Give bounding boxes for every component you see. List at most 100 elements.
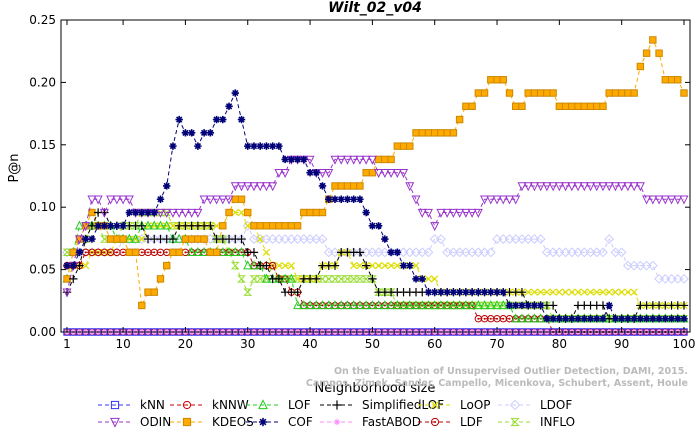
data-point	[517, 287, 527, 297]
data-point	[280, 273, 290, 283]
data-point	[255, 182, 265, 192]
legend-label: LOF	[288, 398, 311, 412]
y-tick-label: 0.00	[29, 325, 56, 339]
data-point	[423, 208, 433, 218]
data-point	[312, 168, 320, 177]
data-point	[462, 102, 470, 111]
data-point	[493, 288, 501, 296]
data-point	[94, 222, 102, 230]
data-point	[392, 300, 402, 310]
data-point	[255, 275, 265, 283]
data-point	[237, 115, 246, 124]
data-point	[655, 315, 663, 323]
data-point	[498, 195, 508, 205]
x-tick-label: 90	[614, 337, 629, 351]
data-point	[568, 315, 576, 323]
data-point	[599, 102, 607, 111]
data-point	[231, 89, 239, 97]
data-point	[268, 222, 277, 230]
data-point	[387, 261, 395, 270]
data-point	[549, 89, 557, 97]
data-point	[586, 102, 595, 111]
data-point	[342, 155, 352, 165]
data-point	[387, 248, 395, 257]
data-point	[660, 195, 670, 205]
data-point	[274, 274, 284, 284]
legend-marker	[332, 400, 342, 410]
data-point	[224, 195, 234, 205]
data-point	[431, 129, 439, 137]
data-point	[424, 129, 433, 137]
series-line	[66, 212, 684, 306]
data-point	[306, 208, 314, 217]
data-point	[392, 168, 402, 179]
data-point	[244, 222, 252, 230]
legend-item: KDEOS	[170, 415, 254, 429]
data-point	[112, 195, 122, 205]
legend-item: COF	[246, 415, 313, 429]
data-point	[667, 76, 676, 84]
data-point	[442, 300, 452, 310]
data-point	[119, 222, 127, 230]
data-point	[512, 102, 520, 111]
data-point	[143, 220, 153, 230]
data-point	[674, 76, 682, 84]
data-point	[225, 102, 233, 111]
data-point	[349, 182, 358, 190]
legend-item: kNNW	[170, 398, 249, 412]
data-point	[549, 315, 557, 323]
data-point	[237, 234, 246, 244]
data-point	[293, 300, 303, 310]
series-kdeos	[63, 36, 688, 310]
data-point	[336, 275, 346, 283]
legend-marker	[258, 399, 268, 410]
x-tick-label: 50	[365, 337, 380, 351]
legend-item: kNN	[98, 398, 165, 412]
data-point	[175, 115, 183, 124]
legend-label: kNN	[140, 398, 165, 412]
series-line	[66, 158, 684, 293]
data-point	[617, 89, 626, 97]
data-point	[530, 89, 539, 97]
data-point	[661, 76, 670, 84]
data-point	[573, 182, 583, 192]
data-point	[318, 168, 328, 179]
data-point	[486, 195, 496, 205]
data-point	[679, 195, 689, 205]
legend-label: LDOF	[540, 398, 572, 412]
data-point	[499, 76, 507, 84]
data-point	[604, 234, 615, 244]
data-point	[194, 142, 202, 150]
data-point	[487, 76, 495, 84]
data-point	[187, 235, 196, 243]
data-point	[281, 155, 289, 164]
legend-label: kNNW	[212, 398, 249, 412]
data-point	[443, 129, 451, 137]
data-point	[275, 222, 283, 230]
data-point	[312, 208, 320, 217]
legend-marker	[110, 417, 120, 428]
y-tick-label: 0.25	[29, 13, 56, 27]
data-point	[349, 155, 359, 165]
data-point	[386, 300, 396, 310]
data-point	[62, 288, 72, 298]
data-point	[287, 222, 296, 230]
data-point	[555, 315, 564, 323]
data-point	[443, 288, 451, 296]
data-point	[219, 115, 227, 124]
data-point	[230, 182, 240, 192]
data-point	[561, 315, 570, 323]
data-point	[417, 300, 427, 310]
data-point	[630, 315, 638, 323]
x-tick-label: 20	[178, 337, 193, 351]
data-point	[462, 288, 470, 296]
data-point	[655, 49, 663, 57]
data-point	[555, 288, 563, 296]
data-point	[243, 260, 253, 270]
data-point	[523, 182, 533, 192]
data-point	[649, 315, 657, 323]
data-point	[604, 182, 614, 192]
data-point	[455, 115, 464, 124]
data-point	[131, 208, 140, 217]
